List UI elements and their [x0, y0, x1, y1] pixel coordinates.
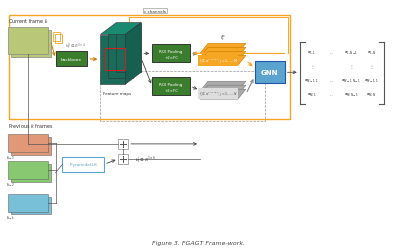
FancyBboxPatch shape: [108, 30, 133, 79]
FancyBboxPatch shape: [152, 78, 190, 96]
Text: Figure 3. FGAGT Frame-work.: Figure 3. FGAGT Frame-work.: [152, 240, 246, 245]
Text: backbone: backbone: [61, 58, 82, 62]
Text: c channels: c channels: [144, 10, 166, 14]
Text: $I_{t-1}$: $I_{t-1}$: [6, 154, 15, 161]
FancyBboxPatch shape: [8, 28, 47, 55]
Text: $f_t^c$: $f_t^c$: [220, 33, 226, 43]
FancyBboxPatch shape: [11, 138, 51, 155]
Text: $a_{1,1}$: $a_{1,1}$: [307, 50, 316, 57]
Polygon shape: [200, 44, 246, 54]
FancyBboxPatch shape: [11, 197, 51, 215]
Polygon shape: [200, 90, 246, 100]
Text: $\vdots$: $\vdots$: [369, 63, 373, 71]
Text: $b_t^j \in \mathbb{R}^{1\times6}$: $b_t^j \in \mathbb{R}^{1\times6}$: [135, 154, 156, 165]
Polygon shape: [125, 24, 141, 85]
FancyBboxPatch shape: [62, 157, 104, 172]
FancyBboxPatch shape: [118, 154, 128, 164]
Text: $\vdots$: $\vdots$: [310, 63, 314, 71]
Text: Feature maps: Feature maps: [103, 92, 131, 96]
FancyBboxPatch shape: [8, 134, 47, 152]
Text: $a_{M,N}$: $a_{M,N}$: [366, 91, 377, 98]
Text: ROI Pooling: ROI Pooling: [160, 50, 183, 54]
Polygon shape: [200, 56, 246, 66]
Text: $I_{t-2}$: $I_{t-2}$: [6, 180, 15, 188]
Text: Pyramidal LK: Pyramidal LK: [70, 163, 97, 166]
Text: ...: ...: [330, 51, 334, 55]
Text: ...: ...: [330, 79, 334, 83]
FancyBboxPatch shape: [11, 30, 51, 58]
FancyBboxPatch shape: [100, 35, 125, 85]
Text: $a_{M-1,1}$: $a_{M-1,1}$: [304, 77, 319, 84]
Text: $a_{1,N-1}$: $a_{1,N-1}$: [344, 50, 359, 57]
FancyBboxPatch shape: [152, 45, 190, 63]
FancyBboxPatch shape: [8, 194, 47, 212]
Text: $a_{M,N-1}$: $a_{M,N-1}$: [344, 91, 359, 98]
FancyBboxPatch shape: [116, 24, 141, 73]
Text: +2×FC: +2×FC: [164, 56, 178, 60]
Text: ...: ...: [330, 93, 334, 97]
Text: Current frame $I_t$: Current frame $I_t$: [8, 18, 49, 26]
Polygon shape: [200, 86, 246, 96]
Text: $a_{1,N}$: $a_{1,N}$: [367, 50, 376, 57]
Polygon shape: [200, 52, 246, 62]
Text: +2×FC: +2×FC: [164, 89, 178, 93]
Text: $a_{M,1}$: $a_{M,1}$: [307, 91, 316, 98]
Text: $h_t^0 \in \mathbb{R}^{3\times 4}$: $h_t^0 \in \mathbb{R}^{3\times 4}$: [65, 42, 86, 52]
FancyBboxPatch shape: [8, 161, 47, 179]
Polygon shape: [200, 82, 246, 92]
Polygon shape: [100, 24, 141, 35]
Text: $a_{M-1,1}$: $a_{M-1,1}$: [364, 77, 379, 84]
FancyBboxPatch shape: [11, 164, 51, 182]
Text: $a_{M-1,N-1}$: $a_{M-1,N-1}$: [341, 77, 361, 84]
Text: $f_t^j \in \mathbb{R}^{1\times1024}, j=1,\ldots,M$: $f_t^j \in \mathbb{R}^{1\times1024}, j=1…: [199, 57, 238, 66]
Text: GNN: GNN: [261, 70, 279, 76]
Text: $I_{t-k}$: $I_{t-k}$: [6, 213, 16, 221]
FancyBboxPatch shape: [118, 139, 128, 149]
Polygon shape: [200, 48, 246, 58]
Text: $f_t^j \in \mathbb{R}^{1\times1024}, j=1,\ldots,N$: $f_t^j \in \mathbb{R}^{1\times1024}, j=1…: [199, 90, 237, 99]
FancyBboxPatch shape: [55, 52, 88, 67]
Text: ROI Pooling: ROI Pooling: [160, 83, 183, 87]
FancyBboxPatch shape: [255, 62, 285, 84]
Text: Previous $k$ frames: Previous $k$ frames: [8, 122, 53, 130]
Text: $\vdots$: $\vdots$: [349, 63, 353, 71]
